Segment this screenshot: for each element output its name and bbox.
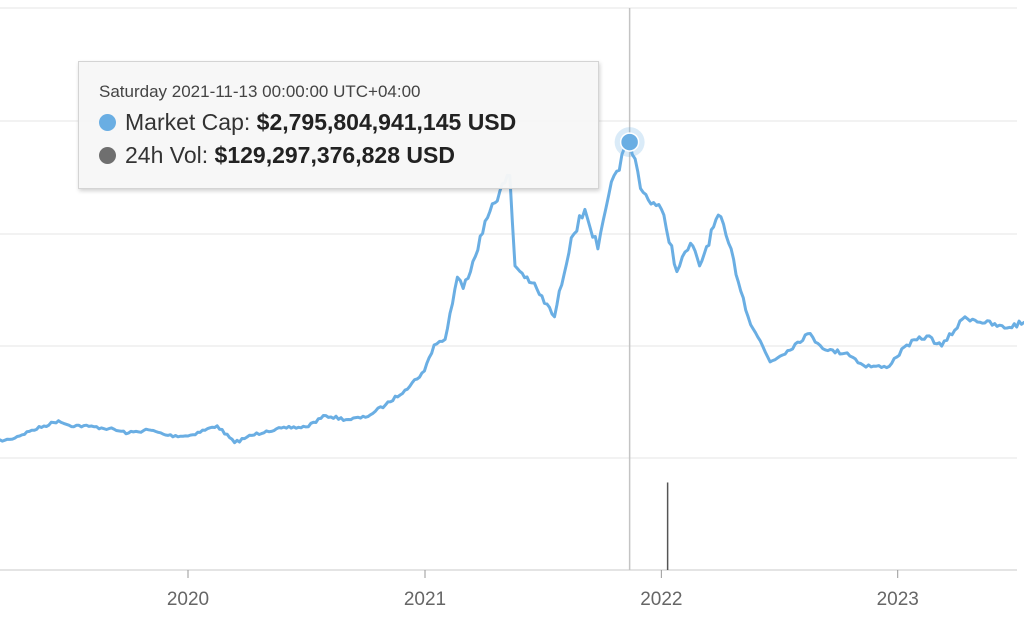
hover-marker (614, 127, 645, 158)
x-tick-label-2022: 2022 (640, 589, 682, 610)
tooltip-volume-value: $129,297,376,828 USD (214, 142, 455, 168)
x-tick-label-2020: 2020 (167, 589, 209, 610)
tooltip-date: Saturday 2021-11-13 00:00:00 UTC+04:00 (99, 82, 421, 101)
x-tick-label-2021: 2021 (404, 589, 446, 610)
x-tick-label-2023: 2023 (877, 589, 919, 610)
market-cap-dot-icon (99, 114, 116, 131)
tooltip-market-cap-label: Market Cap: (125, 109, 251, 135)
chart-tooltip: Saturday 2021-11-13 00:00:00 UTC+04:00 M… (78, 61, 599, 189)
tooltip-row-market-cap: Market Cap: $2,795,804,941,145 USD (99, 106, 598, 139)
marker-dot (619, 132, 640, 152)
volume-dot-icon (99, 147, 116, 164)
x-axis: 2020 2021 2022 2023 (167, 570, 919, 610)
tooltip-row-volume: 24h Vol: $129,297,376,828 USD (99, 139, 598, 172)
tooltip-market-cap-value: $2,795,804,941,145 USD (256, 109, 517, 135)
tooltip-volume-label: 24h Vol: (125, 142, 209, 168)
